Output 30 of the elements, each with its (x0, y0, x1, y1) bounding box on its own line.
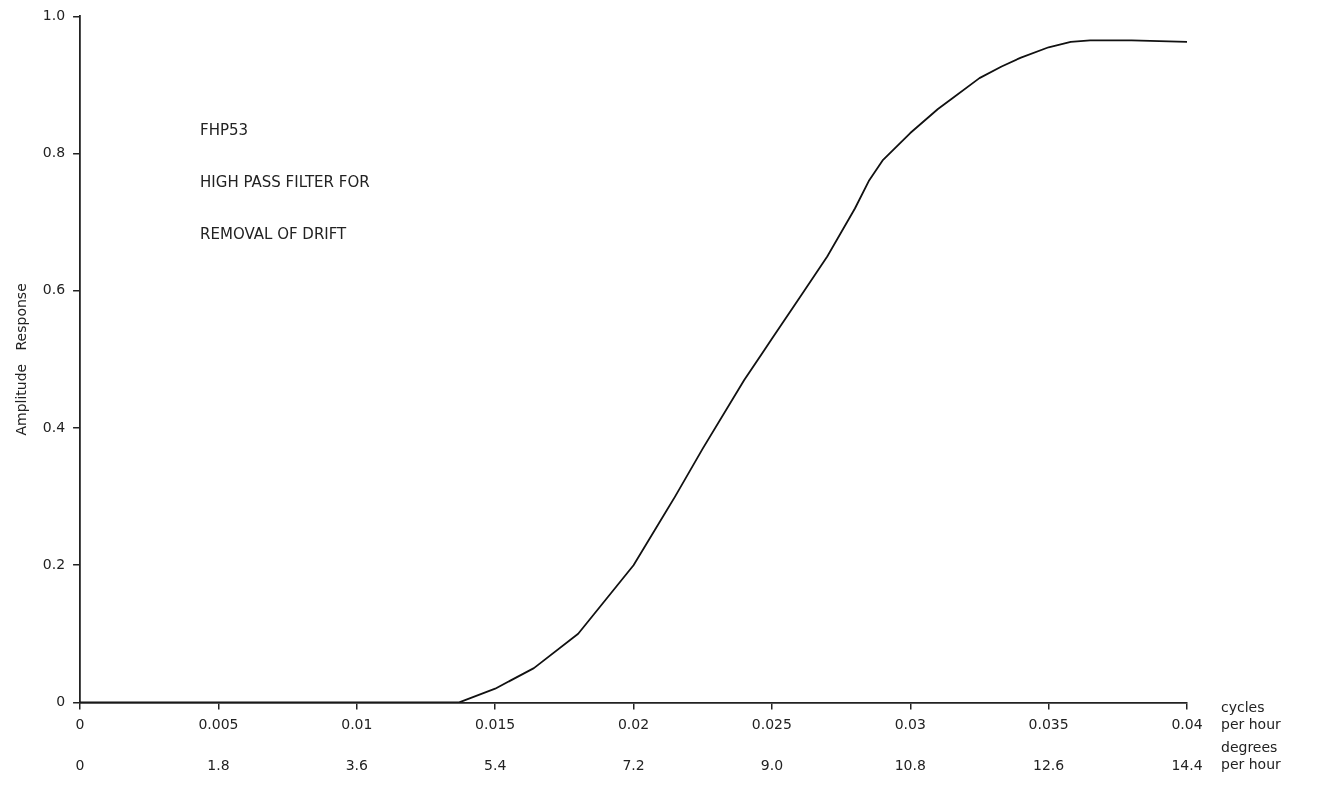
x-axis-title: cycles per hour (1221, 699, 1282, 733)
x2-axis-title: degrees per hour (1221, 738, 1282, 772)
x2-tick-label: 0 (75, 757, 85, 774)
x-tick-label: 0.035 (1028, 716, 1069, 733)
x-tick-label: 0.02 (617, 716, 650, 733)
x2-tick-label: 1.8 (207, 757, 230, 774)
annotation: HIGH PASS FILTER FOR (200, 173, 370, 192)
x-tick-label: 0 (75, 716, 85, 733)
x2-tick-label: 7.2 (622, 757, 645, 774)
x-tick-label: 0.03 (894, 716, 926, 733)
x-tick-label: 0.04 (1171, 716, 1203, 733)
y-axis-title: Amplitude Response (13, 283, 30, 436)
y-tick-label: 0.2 (42, 555, 66, 572)
x2-tick-label: 9.0 (760, 757, 784, 774)
y-tick-label: 1.0 (42, 7, 66, 24)
annotation: FHP53 (200, 121, 249, 140)
y-tick-label: 0.4 (42, 418, 66, 435)
x2-tick-label: 12.6 (1033, 757, 1065, 774)
y-tick-label: 0.6 (42, 281, 66, 298)
x2-tick-label: 14.4 (1171, 757, 1203, 774)
y-tick-label: 0.8 (42, 144, 66, 161)
x-tick-label: 0.025 (751, 716, 792, 733)
x2-tick-label: 10.8 (894, 757, 926, 774)
x-tick-label: 0.015 (475, 716, 516, 733)
y-tick-label: 0 (56, 693, 66, 710)
x2-tick-label: 5.4 (484, 757, 507, 774)
x2-tick-label: 3.6 (345, 757, 369, 774)
annotation: REMOVAL OF DRIFT (200, 225, 348, 244)
x-tick-label: 0.01 (341, 716, 373, 733)
x-tick-label: 0.005 (198, 716, 239, 733)
